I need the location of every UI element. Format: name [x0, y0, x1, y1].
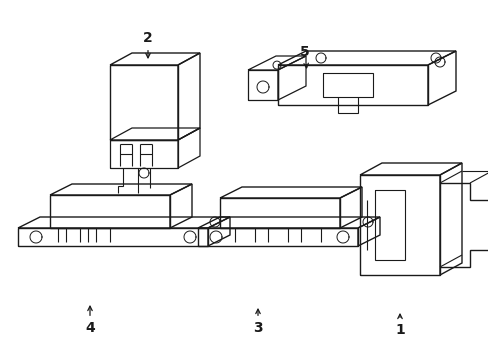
Text: 1: 1 — [394, 314, 404, 337]
Text: 3: 3 — [253, 309, 262, 335]
Text: 2: 2 — [143, 31, 153, 58]
Text: 4: 4 — [85, 306, 95, 335]
Text: 5: 5 — [300, 45, 309, 68]
